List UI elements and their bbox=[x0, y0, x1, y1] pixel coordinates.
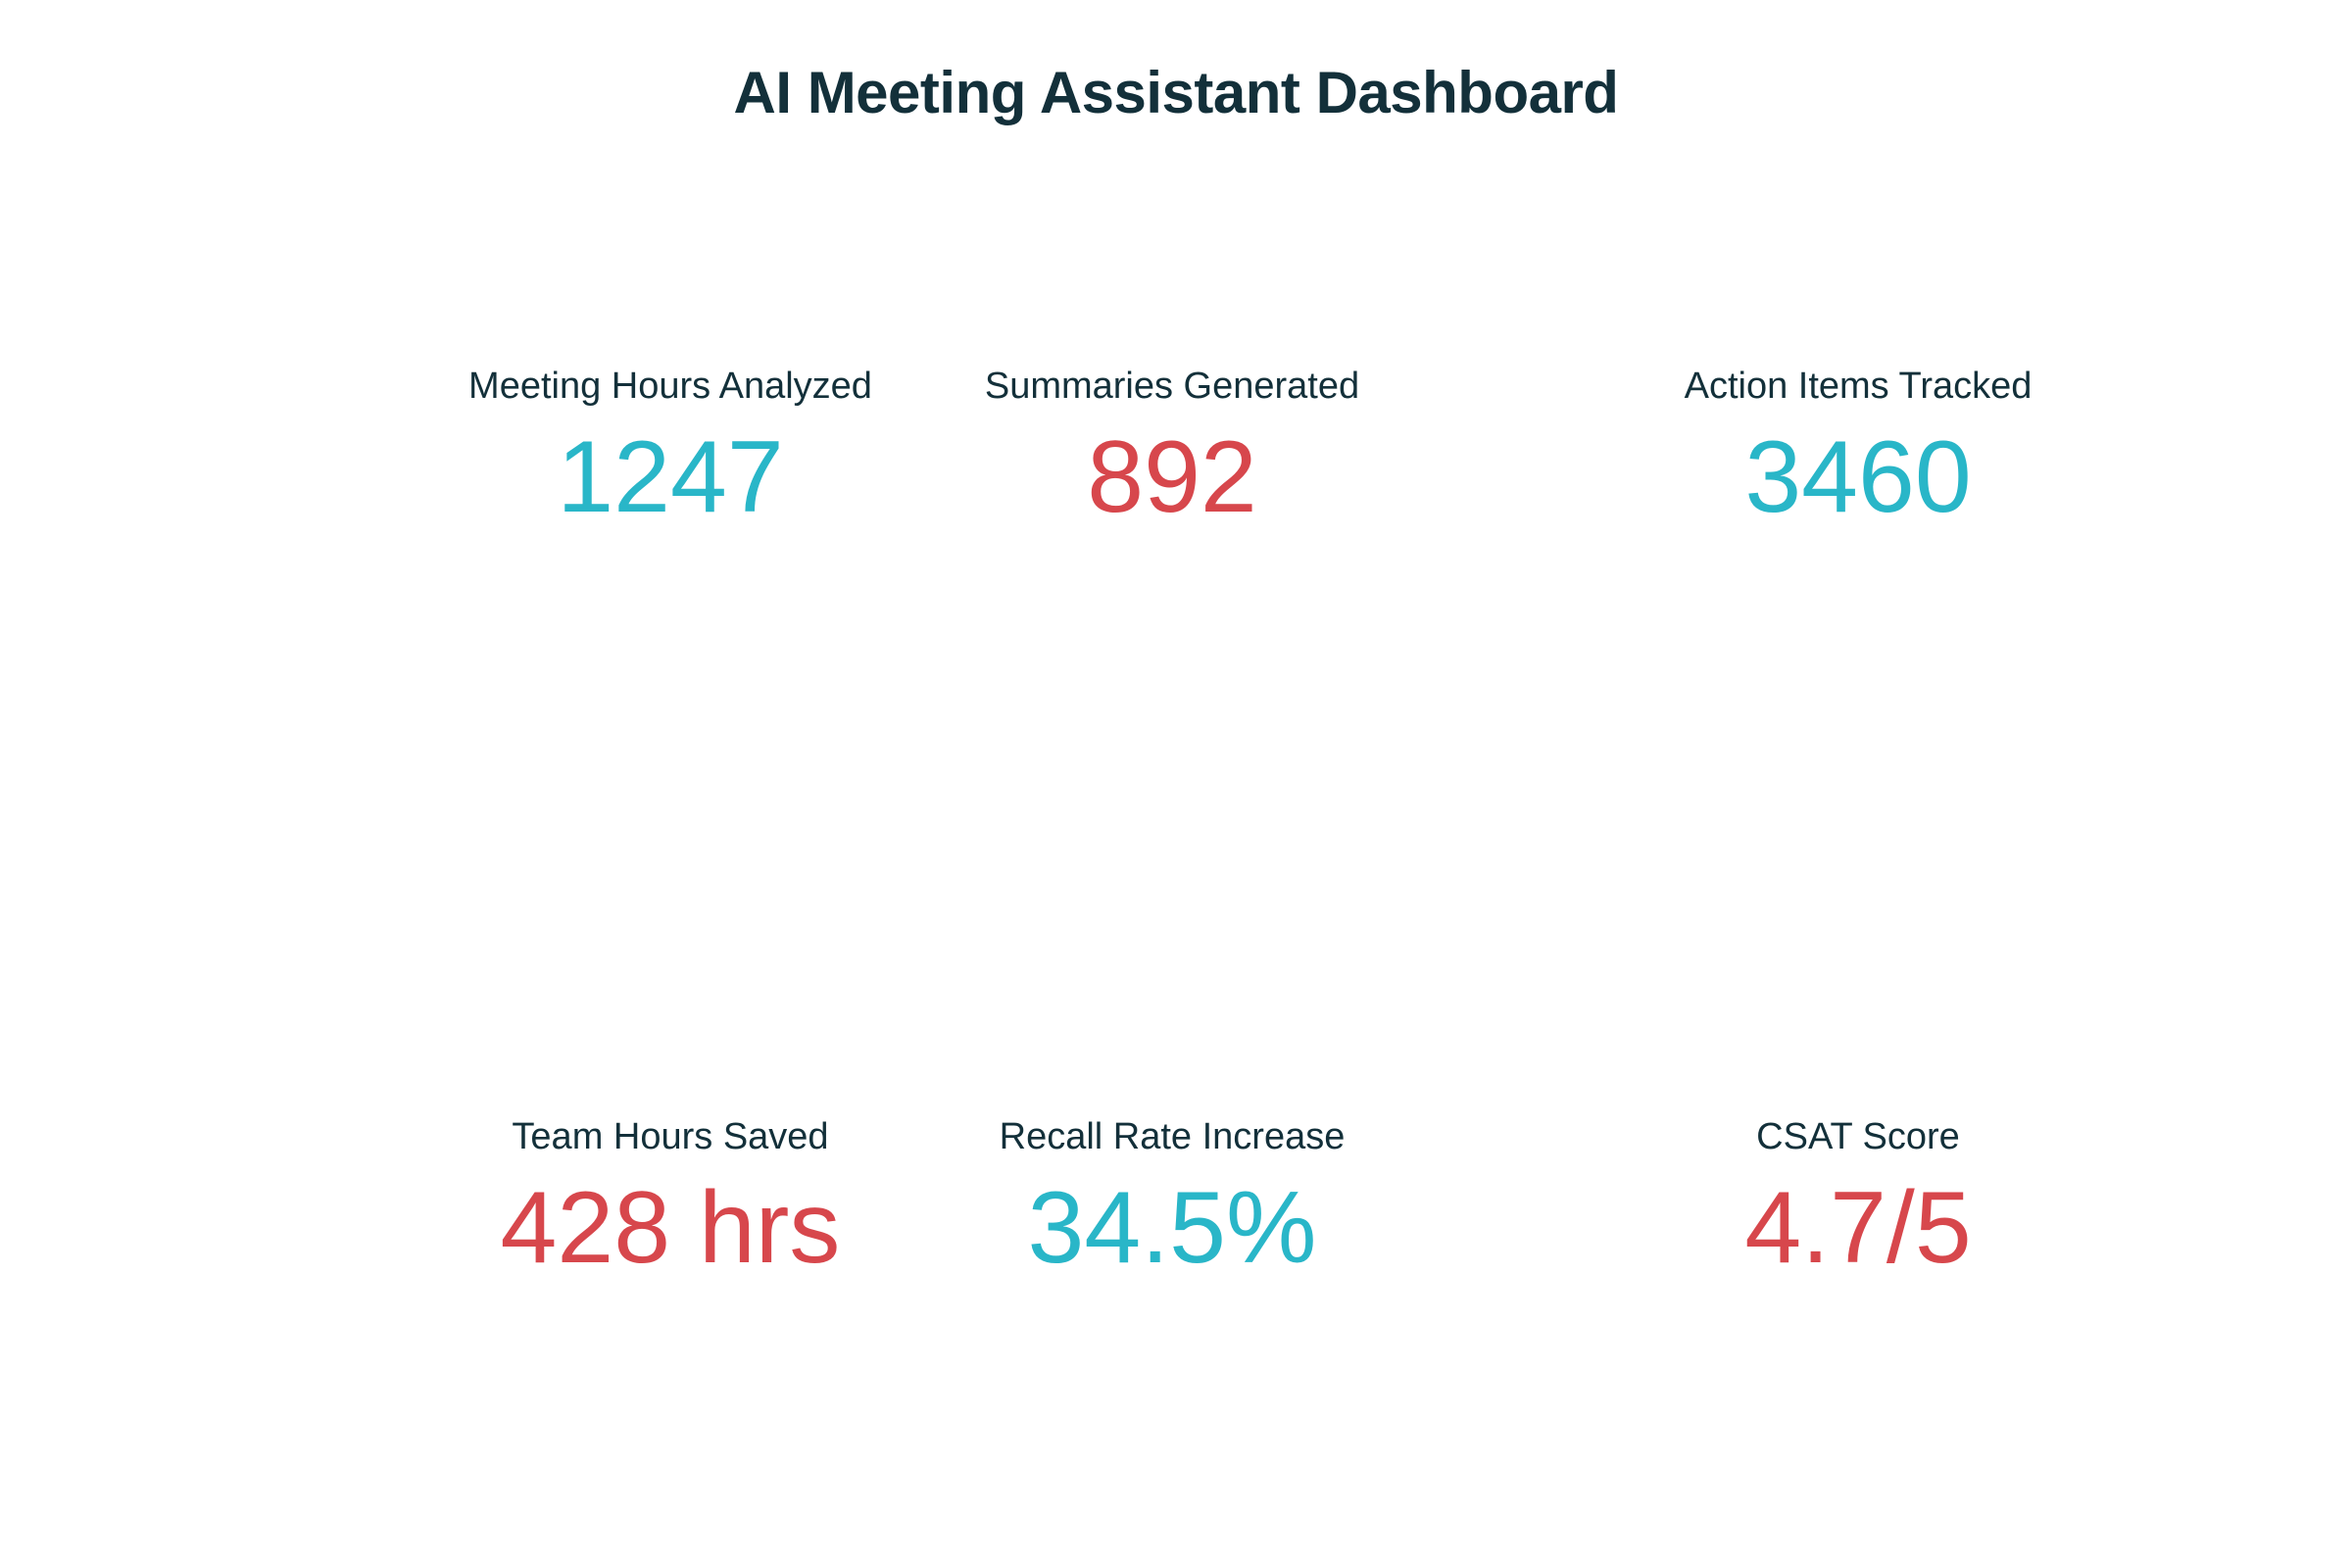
kpi-summaries-generated: Summaries Generated 892 bbox=[898, 365, 1446, 533]
kpi-action-items-tracked: Action Items Tracked 3460 bbox=[1584, 365, 2132, 533]
kpi-meeting-hours-analyzed: Meeting Hours Analyzed 1247 bbox=[396, 365, 945, 533]
kpi-label: Summaries Generated bbox=[984, 366, 1360, 407]
kpi-value: 4.7/5 bbox=[1744, 1170, 1972, 1285]
kpi-value: 34.5% bbox=[1027, 1170, 1317, 1285]
kpi-value: 428 hrs bbox=[500, 1170, 841, 1285]
kpi-csat-score: CSAT Score 4.7/5 bbox=[1584, 1115, 2132, 1284]
kpi-team-hours-saved: Team Hours Saved 428 hrs bbox=[396, 1115, 945, 1284]
kpi-value: 1247 bbox=[557, 419, 784, 534]
kpi-value: 892 bbox=[1087, 419, 1257, 534]
kpi-label: Recall Rate Increase bbox=[999, 1116, 1346, 1157]
kpi-label: Meeting Hours Analyzed bbox=[468, 366, 872, 407]
kpi-label: Action Items Tracked bbox=[1684, 366, 2033, 407]
kpi-label: Team Hours Saved bbox=[512, 1116, 829, 1157]
kpi-label: CSAT Score bbox=[1756, 1116, 1960, 1157]
kpi-recall-rate-increase: Recall Rate Increase 34.5% bbox=[898, 1115, 1446, 1284]
kpi-value: 3460 bbox=[1744, 419, 1972, 534]
page-title: AI Meeting Assistant Dashboard bbox=[733, 60, 1619, 125]
